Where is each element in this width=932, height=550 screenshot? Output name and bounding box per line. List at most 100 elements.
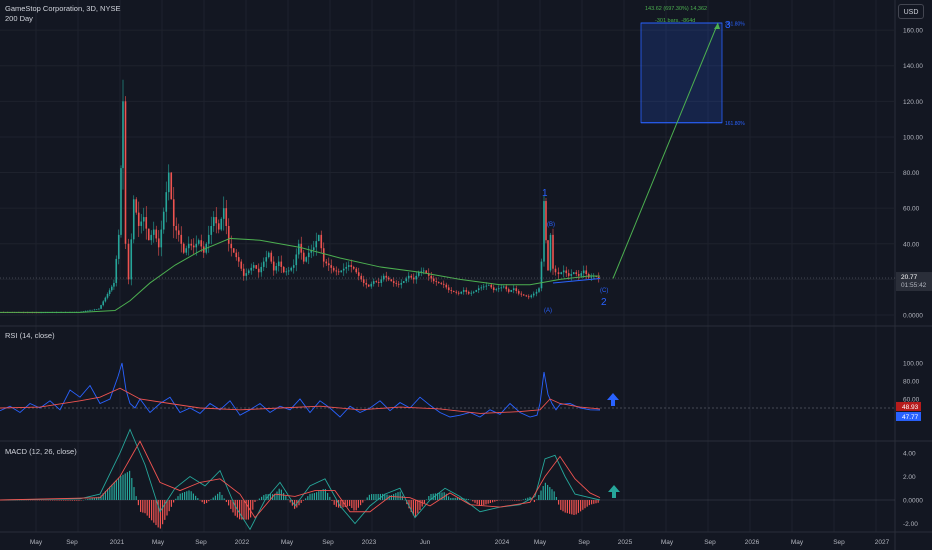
rsi-tick-label: 60.00 <box>903 397 920 404</box>
rsi-value-tag <box>896 411 921 421</box>
macd-histogram-bar <box>175 498 177 500</box>
macd-histogram-bar <box>168 500 170 512</box>
macd-histogram-bar <box>487 500 489 504</box>
currency-button[interactable]: USD <box>898 4 924 19</box>
candle-body <box>332 267 335 271</box>
macd-histogram-bar <box>540 490 542 500</box>
macd-line <box>0 428 601 531</box>
candle-body <box>275 266 278 271</box>
candle-body <box>124 101 127 244</box>
macd-histogram-bar <box>558 500 560 505</box>
macd-histogram-bar <box>478 500 480 506</box>
macd-histogram-bar <box>357 500 359 508</box>
macd-histogram-bar <box>580 500 582 512</box>
macd-histogram-bar <box>140 500 142 512</box>
candle-body <box>360 275 363 280</box>
candle-body <box>462 290 465 292</box>
candle-body <box>115 258 118 283</box>
macd-histogram-bar <box>56 500 58 501</box>
macd-histogram-bar <box>129 470 131 500</box>
macd-histogram-bar <box>115 480 117 500</box>
macd-histogram-bar <box>379 493 381 500</box>
candle-body <box>507 289 510 292</box>
candle-body <box>422 270 425 272</box>
candle-body <box>590 276 593 278</box>
candle-body <box>102 301 105 306</box>
candle-body <box>160 229 163 248</box>
moving-average-legend: 200 Day <box>5 14 33 23</box>
macd-histogram-bar <box>564 500 566 513</box>
macd-histogram-bar <box>322 489 324 500</box>
candle-body <box>117 234 120 259</box>
candle-body <box>420 271 423 273</box>
candle-body <box>320 234 323 249</box>
candle-body <box>482 286 485 288</box>
macd-histogram-bar <box>423 500 425 504</box>
macd-histogram-bar <box>320 490 322 500</box>
macd-histogram-bar <box>593 500 595 504</box>
macd-histogram-bar <box>120 476 122 500</box>
macd-histogram-bar <box>241 500 243 520</box>
macd-histogram-bar <box>181 492 183 500</box>
candle-body <box>510 290 513 292</box>
macd-histogram-bar <box>428 496 430 500</box>
macd-histogram-bar <box>107 488 109 500</box>
macd-histogram-bar <box>170 500 172 507</box>
candle-body <box>242 268 245 276</box>
macd-histogram-bar <box>454 497 456 500</box>
macd-histogram-bar <box>267 494 269 500</box>
candle-body <box>372 281 375 284</box>
macd-histogram-bar <box>536 499 538 500</box>
candle-body <box>272 261 275 271</box>
candle-body <box>93 309 96 311</box>
macd-histogram-bar <box>118 477 120 500</box>
macd-histogram-bar <box>159 500 161 529</box>
macd-histogram-bar <box>461 497 463 500</box>
candle-body <box>490 284 493 288</box>
candle-body <box>277 261 280 267</box>
candle-body <box>91 309 94 311</box>
macd-histogram-bar <box>516 500 518 501</box>
candle-body <box>450 290 453 291</box>
macd-histogram-bar <box>210 499 212 500</box>
last-price-tag <box>896 272 932 292</box>
macd-histogram-bar <box>261 496 263 500</box>
macd-histogram-bar <box>113 482 115 500</box>
candle-body <box>167 172 170 193</box>
wave-trendline <box>552 278 601 284</box>
candle-body <box>325 261 328 264</box>
candle-body <box>562 270 565 273</box>
macd-histogram-bar <box>542 486 544 500</box>
candle-body <box>145 217 148 229</box>
candle-body <box>220 218 223 230</box>
candle-body <box>255 265 258 269</box>
candle-body <box>480 287 483 289</box>
candle-body <box>95 309 98 310</box>
macd-histogram-bar <box>318 491 320 500</box>
macd-histogram-bar <box>186 491 188 500</box>
candle-body <box>190 243 193 246</box>
candle-body <box>365 282 368 285</box>
macd-histogram-bar <box>562 500 564 512</box>
candle-body <box>302 252 305 262</box>
candle-body <box>515 288 518 291</box>
macd-histogram-bar <box>397 492 399 500</box>
macd-histogram-bar <box>514 500 516 501</box>
macd-histogram-bar <box>547 484 549 500</box>
macd-histogram-bar <box>371 494 373 500</box>
macd-histogram-bar <box>234 500 236 516</box>
candle-body <box>517 290 520 294</box>
candle-body <box>447 287 450 291</box>
macd-histogram-bar <box>243 500 245 520</box>
candle-body <box>265 257 268 262</box>
time-tick-label: 2024 <box>495 539 510 546</box>
fib-lower-label: 161.80% <box>725 121 745 127</box>
macd-histogram-bar <box>525 498 527 500</box>
candle-body <box>245 273 248 276</box>
rsi-tick-label: 100.00 <box>903 361 923 368</box>
macd-histogram-bar <box>467 499 469 500</box>
candle-body <box>567 273 570 276</box>
macd-histogram-bar <box>489 500 491 504</box>
candle-body <box>357 272 360 276</box>
